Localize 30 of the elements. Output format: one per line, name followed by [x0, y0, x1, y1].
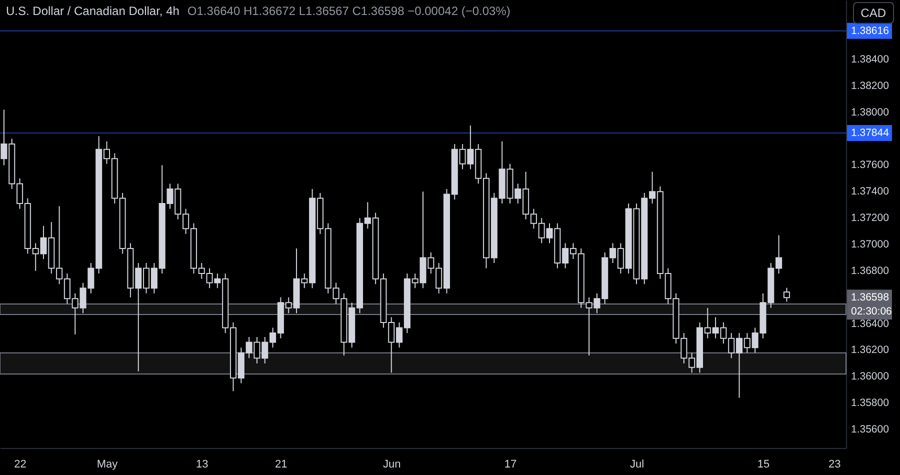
text: 1.36598: [851, 292, 890, 304]
y-tick-label: 1.38400: [851, 53, 890, 66]
x-tick-label: 15: [757, 458, 770, 470]
y-tick-label: 1.35800: [851, 397, 890, 410]
chart-title: U.S. Dollar / Canadian Dollar, 4h: [6, 4, 180, 18]
y-tick-label: 1.36000: [851, 370, 890, 383]
x-tick-label: 22: [14, 458, 26, 470]
y-tick-label: 1.36800: [851, 264, 890, 277]
chart-subtitle: O1.36640 H1.36672 L1.36567 C1.36598 −0.00042 (−0.03%): [187, 4, 510, 18]
x-tick-label: 23: [828, 458, 841, 470]
y-tick-label: 1.38000: [851, 106, 890, 118]
x-tick-label: May: [96, 458, 118, 470]
ref-line-label: 1.38616: [851, 24, 890, 37]
y-tick-label: 1.37400: [851, 186, 890, 198]
x-tick-label: Jul: [630, 458, 644, 470]
ref-line-label: 1.37844: [851, 126, 890, 139]
x-tick-label: 21: [275, 458, 288, 470]
y-tick-label: 1.37200: [851, 212, 890, 224]
text: 02:30:06: [851, 306, 892, 318]
y-tick-label: 1.37600: [851, 159, 890, 172]
y-tick-label: 1.38200: [851, 80, 890, 92]
x-tick-label: 17: [504, 458, 517, 470]
y-tick-label: 1.36400: [851, 318, 890, 330]
y-tick-label: 1.35600: [851, 424, 890, 436]
y-axis-title: CAD: [852, 2, 894, 24]
x-tick-label: Jun: [383, 458, 401, 470]
x-tick-label: 13: [196, 458, 208, 470]
y-tick-label: 1.36200: [851, 344, 890, 356]
candlestick: [783, 287, 790, 302]
y-tick-label: 1.37000: [851, 238, 890, 250]
